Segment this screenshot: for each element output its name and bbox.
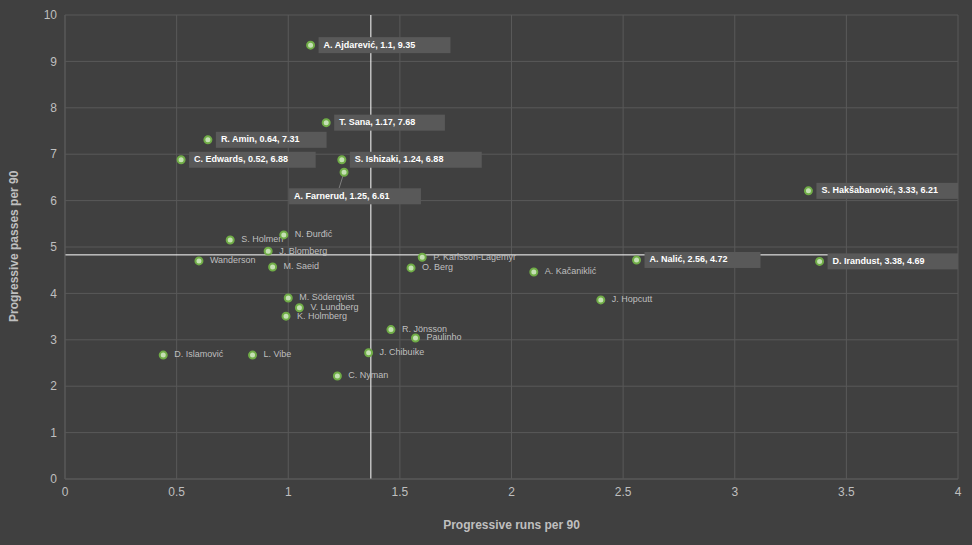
svg-text:R. Jönsson: R. Jönsson	[401, 324, 447, 334]
svg-text:8: 8	[50, 101, 57, 115]
svg-text:4: 4	[50, 287, 57, 301]
svg-text:Progressive passes per 90: Progressive passes per 90	[8, 170, 21, 322]
svg-text:V. Lundberg: V. Lundberg	[310, 302, 359, 313]
svg-text:O. Berg: O. Berg	[422, 262, 453, 272]
svg-text:J. Hopcutt: J. Hopcutt	[612, 294, 653, 304]
svg-text:0.5: 0.5	[168, 485, 185, 499]
svg-text:1: 1	[285, 485, 292, 499]
svg-text:5: 5	[50, 240, 57, 254]
svg-text:1: 1	[50, 426, 57, 440]
svg-text:10: 10	[44, 8, 58, 22]
svg-text:T. Sana, 1.17, 7.68: T. Sana, 1.17, 7.68	[339, 117, 415, 127]
svg-text:M. Saeid: M. Saeid	[284, 261, 320, 271]
svg-text:K. Holmberg: K. Holmberg	[297, 311, 347, 321]
svg-text:Wanderson: Wanderson	[210, 255, 256, 265]
svg-text:N. Đurđić: N. Đurđić	[295, 229, 333, 239]
svg-text:S. Holmen: S. Holmen	[241, 234, 283, 244]
svg-text:3.5: 3.5	[838, 485, 855, 499]
svg-text:M. Söderqvist: M. Söderqvist	[299, 292, 355, 302]
svg-text:J. Chibuike: J. Chibuike	[380, 347, 425, 357]
svg-text:S. Hakšabanović, 3.33, 6.21: S. Hakšabanović, 3.33, 6.21	[821, 185, 938, 195]
svg-text:C. Edwards, 0.52, 6.88: C. Edwards, 0.52, 6.88	[194, 154, 288, 164]
svg-text:2: 2	[50, 379, 57, 393]
svg-text:3: 3	[50, 333, 57, 347]
svg-text:A. Nalić, 2.56, 4.72: A. Nalić, 2.56, 4.72	[650, 254, 728, 264]
svg-text:0: 0	[62, 485, 69, 499]
svg-text:C. Nyman: C. Nyman	[348, 370, 388, 380]
svg-text:R. Amin, 0.64, 7.31: R. Amin, 0.64, 7.31	[221, 134, 300, 144]
svg-text:6: 6	[50, 194, 57, 208]
svg-text:2.5: 2.5	[615, 485, 632, 499]
svg-text:J. Blomberg: J. Blomberg	[279, 246, 327, 256]
svg-text:0: 0	[50, 472, 57, 486]
svg-text:7: 7	[50, 147, 57, 161]
svg-text:1.5: 1.5	[392, 485, 409, 499]
svg-text:3: 3	[731, 485, 738, 499]
svg-text:D. Islamović: D. Islamović	[174, 349, 224, 359]
svg-text:Progressive runs per 90: Progressive runs per 90	[443, 518, 580, 532]
svg-text:A. Farnerud, 1.25, 6.61: A. Farnerud, 1.25, 6.61	[294, 191, 390, 201]
svg-text:A. Ajdarević, 1.1, 9.35: A. Ajdarević, 1.1, 9.35	[324, 40, 416, 50]
svg-text:L. Vibe: L. Vibe	[264, 349, 292, 359]
svg-text:Paulinho: Paulinho	[427, 332, 462, 342]
svg-text:S. Ishizaki, 1.24, 6.88: S. Ishizaki, 1.24, 6.88	[355, 154, 444, 164]
svg-text:9: 9	[50, 55, 57, 69]
svg-text:P. Karlsson-Lagemyr: P. Karlsson-Lagemyr	[433, 252, 516, 262]
svg-text:D. Irandust, 3.38, 4.69: D. Irandust, 3.38, 4.69	[833, 256, 925, 266]
svg-text:2: 2	[508, 485, 515, 499]
svg-text:4: 4	[955, 485, 962, 499]
svg-text:A. Kačaniklić: A. Kačaniklić	[545, 266, 597, 276]
